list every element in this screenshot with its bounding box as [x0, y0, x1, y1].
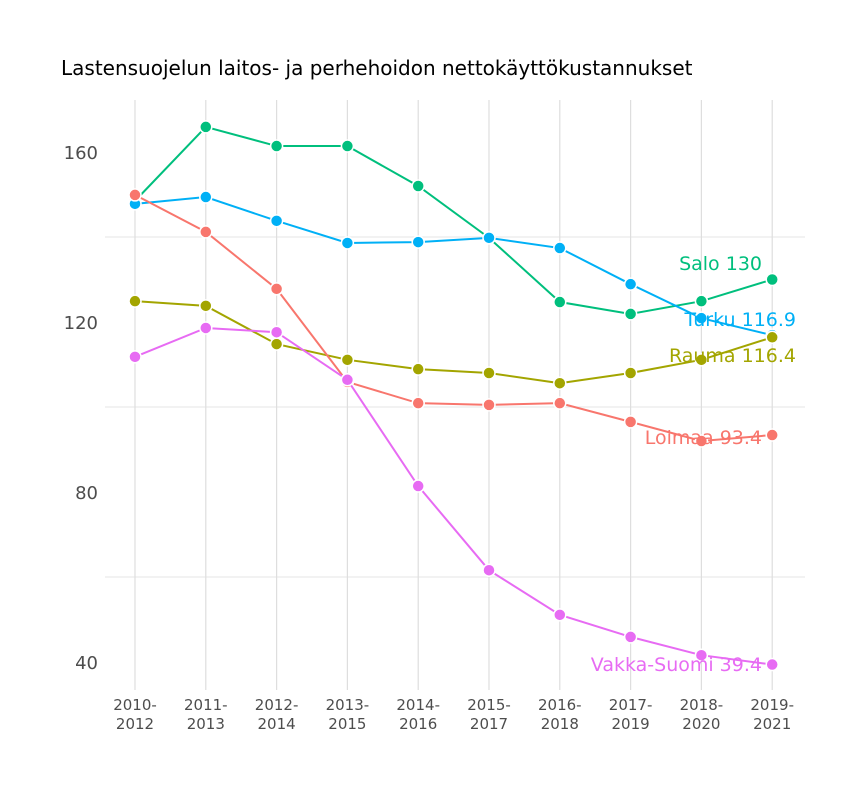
data-point [765, 272, 779, 287]
data-point [694, 353, 709, 367]
data-point [411, 362, 425, 376]
data-point [765, 428, 779, 442]
data-point [128, 350, 142, 364]
data-point [199, 120, 213, 134]
data-point [694, 294, 709, 308]
y-tick-label: 40 [75, 653, 98, 674]
data-point [482, 366, 496, 380]
end-label: Vakka-Suomi 39.4 [591, 654, 762, 676]
series-salo [128, 120, 779, 321]
data-point [765, 330, 779, 345]
data-point [340, 373, 355, 387]
data-point [553, 376, 567, 390]
x-tick-label: 2019-2021 [750, 696, 794, 733]
series-vakka-suomi [128, 321, 779, 672]
data-point [694, 434, 709, 448]
data-point [553, 241, 567, 255]
data-point [269, 214, 284, 228]
data-point [411, 479, 425, 493]
data-point [340, 236, 355, 250]
data-point [269, 325, 284, 339]
data-point [128, 188, 142, 202]
series-line [134, 125, 773, 315]
x-tick-label: 2017-2019 [609, 696, 653, 733]
end-label: Salo 130 [679, 253, 762, 275]
data-point [623, 630, 638, 644]
data-point [411, 179, 425, 193]
data-point [694, 311, 709, 325]
y-tick-label: 120 [64, 313, 98, 334]
y-tick-label: 160 [64, 143, 98, 164]
data-point [482, 231, 496, 245]
x-tick-label: 2010-2012 [113, 696, 157, 733]
data-point [482, 398, 496, 412]
x-tick-label: 2011-2013 [184, 696, 228, 733]
data-point [269, 139, 284, 153]
x-tick-label: 2016-2018 [538, 696, 582, 733]
data-point [553, 608, 567, 622]
data-point [623, 415, 638, 429]
y-tick-label: 80 [75, 483, 98, 504]
data-point [623, 366, 638, 380]
x-tick-label: 2013-2015 [326, 696, 370, 733]
chart-title: Lastensuojelun laitos- ja perhehoidon ne… [61, 56, 693, 80]
data-point [623, 307, 638, 321]
data-point [411, 396, 425, 410]
series-line [134, 196, 773, 337]
data-point [269, 282, 284, 296]
end-label: Loimaa 93.4 [645, 427, 762, 449]
data-point [765, 657, 779, 672]
data-point [340, 139, 355, 153]
data-point [340, 353, 355, 367]
series-line [134, 194, 773, 443]
data-point [199, 225, 213, 239]
series-line [134, 300, 773, 385]
data-point [199, 190, 213, 204]
data-point [553, 396, 567, 410]
data-point [411, 235, 425, 249]
end-label: Turku 116.9 [684, 309, 796, 331]
x-tick-label: 2012-2014 [255, 696, 299, 733]
series-rauma [128, 294, 779, 390]
data-point [694, 648, 709, 662]
data-point [482, 563, 496, 577]
series-line [134, 326, 773, 666]
end-label: Rauma 116.4 [669, 345, 796, 367]
data-point [553, 295, 567, 309]
data-point [199, 321, 213, 335]
x-tick-label: 2015-2017 [467, 696, 511, 733]
data-point [199, 299, 213, 313]
x-tick-label: 2018-2020 [680, 696, 724, 733]
data-point [623, 277, 638, 291]
data-point [269, 337, 284, 351]
x-tick-label: 2014-2016 [396, 696, 440, 733]
data-point [128, 294, 142, 308]
